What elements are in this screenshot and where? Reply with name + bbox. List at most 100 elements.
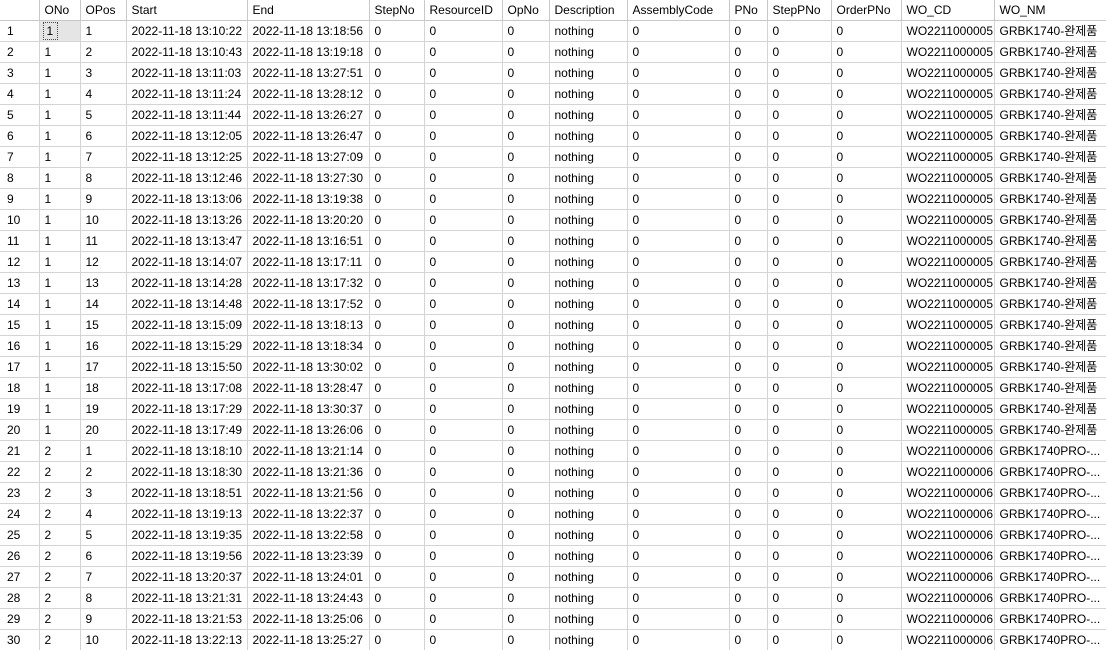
cell-ono[interactable]: 2: [39, 503, 81, 525]
cell-start[interactable]: 2022-11-18 13:20:37: [126, 566, 248, 588]
cell-steppno[interactable]: 0: [767, 608, 832, 630]
cell-wo-nm[interactable]: GRBK1740-완제품: [994, 167, 1106, 189]
cell-opno[interactable]: 0: [502, 419, 550, 441]
cell-orderpno[interactable]: 0: [831, 629, 902, 650]
cell-steppno[interactable]: 0: [767, 419, 832, 441]
table-row[interactable]: 22 2 2 2022-11-18 13:18:30 2022-11-18 13:21:…: [0, 461, 1106, 483]
cell-stepno[interactable]: 0: [369, 587, 425, 609]
cell-assemblycode[interactable]: 0: [627, 167, 730, 189]
row-number-cell[interactable]: 10: [0, 209, 40, 231]
cell-stepno[interactable]: 0: [369, 293, 425, 315]
cell-resourceid[interactable]: 0: [424, 62, 503, 84]
cell-description[interactable]: nothing: [549, 608, 628, 630]
cell-steppno[interactable]: 0: [767, 524, 832, 546]
cell-assemblycode[interactable]: 0: [627, 20, 730, 42]
cell-orderpno[interactable]: 0: [831, 377, 902, 399]
cell-start[interactable]: 2022-11-18 13:12:25: [126, 146, 248, 168]
cell-opno[interactable]: 0: [502, 230, 550, 252]
cell-resourceid[interactable]: 0: [424, 293, 503, 315]
cell-opno[interactable]: 0: [502, 461, 550, 483]
cell-stepno[interactable]: 0: [369, 146, 425, 168]
cell-start[interactable]: 2022-11-18 13:10:43: [126, 41, 248, 63]
cell-opno[interactable]: 0: [502, 377, 550, 399]
cell-orderpno[interactable]: 0: [831, 20, 902, 42]
cell-wo-nm[interactable]: GRBK1740-완제품: [994, 230, 1106, 252]
cell-stepno[interactable]: 0: [369, 503, 425, 525]
cell-start[interactable]: 2022-11-18 13:11:24: [126, 83, 248, 105]
cell-opos[interactable]: 15: [80, 314, 127, 336]
cell-orderpno[interactable]: 0: [831, 545, 902, 567]
cell-ono[interactable]: 2: [39, 524, 81, 546]
cell-start[interactable]: 2022-11-18 13:14:07: [126, 251, 248, 273]
cell-wo-nm[interactable]: GRBK1740PRO-...: [994, 440, 1106, 462]
cell-resourceid[interactable]: 0: [424, 146, 503, 168]
cell-steppno[interactable]: 0: [767, 587, 832, 609]
cell-ono[interactable]: 1: [39, 125, 81, 147]
cell-end[interactable]: 2022-11-18 13:27:51: [247, 62, 370, 84]
cell-assemblycode[interactable]: 0: [627, 545, 730, 567]
cell-opos[interactable]: 10: [80, 209, 127, 231]
cell-start[interactable]: 2022-11-18 13:14:28: [126, 272, 248, 294]
cell-pno[interactable]: 0: [729, 251, 768, 273]
cell-description[interactable]: nothing: [549, 188, 628, 210]
cell-pno[interactable]: 0: [729, 503, 768, 525]
cell-orderpno[interactable]: 0: [831, 314, 902, 336]
row-number-cell[interactable]: 19: [0, 398, 40, 420]
cell-assemblycode[interactable]: 0: [627, 440, 730, 462]
cell-start[interactable]: 2022-11-18 13:18:51: [126, 482, 248, 504]
cell-pno[interactable]: 0: [729, 62, 768, 84]
cell-opos[interactable]: 4: [80, 83, 127, 105]
cell-end[interactable]: 2022-11-18 13:24:43: [247, 587, 370, 609]
cell-pno[interactable]: 0: [729, 314, 768, 336]
cell-description[interactable]: nothing: [549, 167, 628, 189]
cell-orderpno[interactable]: 0: [831, 503, 902, 525]
cell-stepno[interactable]: 0: [369, 167, 425, 189]
cell-ono[interactable]: 1: [39, 335, 81, 357]
cell-ono[interactable]: 1: [39, 83, 81, 105]
cell-stepno[interactable]: 0: [369, 398, 425, 420]
cell-assemblycode[interactable]: 0: [627, 503, 730, 525]
cell-stepno[interactable]: 0: [369, 20, 425, 42]
cell-wo-cd[interactable]: WO2211000005: [901, 398, 995, 420]
cell-opno[interactable]: 0: [502, 146, 550, 168]
cell-wo-cd[interactable]: WO2211000006: [901, 524, 995, 546]
column-header-description[interactable]: Description: [549, 0, 628, 21]
cell-ono[interactable]: 2: [39, 629, 81, 650]
row-number-cell[interactable]: 17: [0, 356, 40, 378]
cell-resourceid[interactable]: 0: [424, 167, 503, 189]
table-row[interactable]: 21 2 1 2022-11-18 13:18:10 2022-11-18 13:21:…: [0, 440, 1106, 462]
row-number-cell[interactable]: 25: [0, 524, 40, 546]
cell-stepno[interactable]: 0: [369, 524, 425, 546]
row-number-cell[interactable]: 28: [0, 587, 40, 609]
cell-assemblycode[interactable]: 0: [627, 251, 730, 273]
table-row[interactable]: 13 1 13 2022-11-18 13:14:28 2022-11-18 13:17…: [0, 272, 1106, 294]
cell-description[interactable]: nothing: [549, 440, 628, 462]
cell-opno[interactable]: 0: [502, 83, 550, 105]
row-number-cell[interactable]: 13: [0, 272, 40, 294]
cell-opos[interactable]: 18: [80, 377, 127, 399]
cell-opos[interactable]: 14: [80, 293, 127, 315]
cell-wo-cd[interactable]: WO2211000006: [901, 461, 995, 483]
cell-wo-nm[interactable]: GRBK1740-완제품: [994, 146, 1106, 168]
cell-ono[interactable]: 1: [39, 146, 81, 168]
cell-end[interactable]: 2022-11-18 13:18:34: [247, 335, 370, 357]
row-number-cell[interactable]: 15: [0, 314, 40, 336]
cell-steppno[interactable]: 0: [767, 104, 832, 126]
cell-start[interactable]: 2022-11-18 13:13:26: [126, 209, 248, 231]
cell-pno[interactable]: 0: [729, 209, 768, 231]
cell-ono[interactable]: 2: [39, 608, 81, 630]
table-row[interactable]: 18 1 18 2022-11-18 13:17:08 2022-11-18 13:28…: [0, 377, 1106, 399]
cell-pno[interactable]: 0: [729, 41, 768, 63]
row-number-cell[interactable]: 9: [0, 188, 40, 210]
cell-end[interactable]: 2022-11-18 13:21:36: [247, 461, 370, 483]
row-number-cell[interactable]: 5: [0, 104, 40, 126]
cell-orderpno[interactable]: 0: [831, 230, 902, 252]
cell-stepno[interactable]: 0: [369, 125, 425, 147]
column-header-assemblycode[interactable]: AssemblyCode: [627, 0, 730, 21]
cell-opos[interactable]: 16: [80, 335, 127, 357]
cell-orderpno[interactable]: 0: [831, 482, 902, 504]
cell-wo-nm[interactable]: GRBK1740-완제품: [994, 251, 1106, 273]
cell-steppno[interactable]: 0: [767, 566, 832, 588]
cell-assemblycode[interactable]: 0: [627, 629, 730, 650]
row-number-cell[interactable]: 12: [0, 251, 40, 273]
